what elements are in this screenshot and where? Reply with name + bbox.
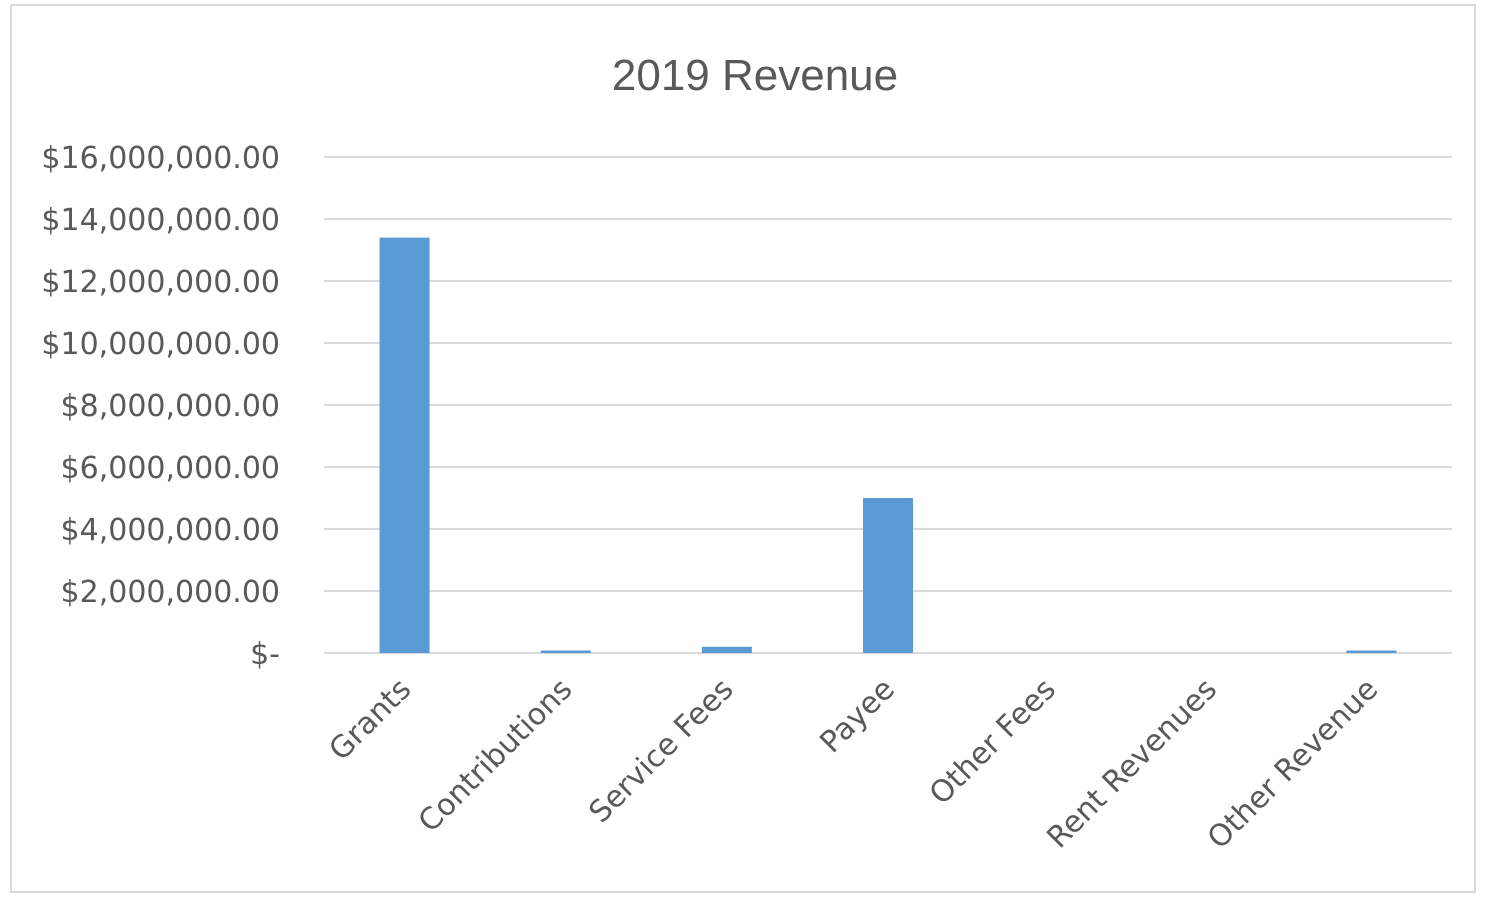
gridlines: [324, 156, 1452, 654]
y-tick-label: $10,000,000.00: [41, 327, 280, 362]
bars: [379, 237, 1397, 653]
x-tick-label: Other Revenue: [1201, 672, 1385, 856]
y-tick-label: $2,000,000.00: [61, 575, 280, 610]
y-tick-label: $8,000,000.00: [61, 389, 280, 424]
y-axis-tick-labels: $- $2,000,000.00 $4,000,000.00 $6,000,000.0…: [41, 141, 280, 672]
x-tick-label: Grants: [323, 672, 419, 768]
bar-service-fees: [701, 646, 752, 653]
y-tick-label: $14,000,000.00: [41, 203, 280, 238]
bar-payee: [863, 498, 913, 653]
x-tick-label: Service Fees: [582, 672, 740, 830]
y-tick-label: $12,000,000.00: [41, 265, 280, 300]
x-tick-label: Rent Revenues: [1040, 672, 1224, 856]
y-tick-label: $16,000,000.00: [41, 141, 280, 176]
bar-contributions: [540, 650, 591, 653]
bar-other-revenue: [1346, 650, 1397, 653]
x-tick-label: Other Fees: [923, 672, 1063, 812]
bar-grants: [379, 237, 430, 653]
x-tick-label: Payee: [813, 672, 901, 760]
y-tick-label: $-: [250, 637, 280, 672]
x-tick-label: Contributions: [412, 672, 580, 840]
y-tick-label: $4,000,000.00: [61, 513, 280, 548]
chart-frame: [10, 4, 1476, 893]
chart-title: 2019 Revenue: [612, 51, 898, 100]
y-tick-label: $6,000,000.00: [61, 451, 280, 486]
